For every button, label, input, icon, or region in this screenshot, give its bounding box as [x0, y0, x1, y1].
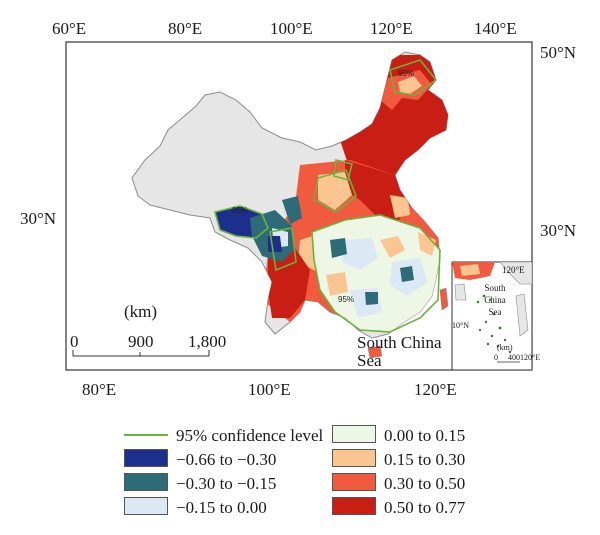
left-lat-tick-30: 30°N — [20, 209, 57, 228]
legend-label: −0.66 to −0.30 — [176, 450, 277, 469]
inset-sea-label: South China Sea — [484, 283, 506, 317]
region-southwest-red — [268, 248, 310, 318]
contour-label-2: 95% — [398, 69, 414, 78]
inset-lon-tick: 120°E — [502, 265, 525, 275]
scale-tick-0: 0 — [70, 332, 79, 351]
legend-label: 0.30 to 0.50 — [384, 474, 466, 493]
inset-lat-tick: 10°N — [452, 321, 469, 330]
region-south-orange-b — [326, 272, 348, 296]
bottom-lon-tick-100: 100°E — [248, 380, 291, 399]
legend-swatch — [332, 497, 376, 515]
top-lon-tick-140: 140°E — [474, 19, 517, 38]
legend-swatch — [332, 473, 376, 491]
region-orange-1 — [318, 172, 352, 210]
region-south-teal-1 — [330, 238, 347, 258]
island-hainan — [367, 345, 383, 359]
legend-swatch — [124, 497, 168, 515]
sea-label: South China Sea — [357, 333, 442, 370]
right-lat-tick-50: 50°N — [540, 43, 577, 62]
bottom-lon-tick-80: 80°E — [82, 380, 117, 399]
inset-unit: (km) — [497, 343, 513, 352]
scale-tick-1800: 1,800 — [188, 332, 227, 351]
contour-label-3: 95% — [338, 295, 354, 304]
scale-bar — [72, 350, 210, 357]
inset-bottom-lon-tick: 120°E — [520, 353, 541, 362]
region-south-teal-2 — [400, 266, 414, 282]
trend-surface — [215, 55, 448, 332]
legend-swatch — [332, 449, 376, 467]
scale-tick-900: 900 — [128, 332, 154, 351]
region-sichuan-teal — [282, 196, 302, 224]
island-taiwan — [439, 287, 449, 311]
region-south-lightblue-1 — [342, 238, 378, 270]
bottom-lon-tick-120: 120°E — [414, 380, 457, 399]
legend-swatch — [332, 425, 376, 443]
legend-label: 0.50 to 0.77 — [384, 498, 466, 517]
legend-label: 0.15 to 0.30 — [384, 450, 466, 469]
region-northeast-orange — [398, 76, 422, 94]
inset-scale-tick-0: 0 — [494, 353, 498, 362]
legend-label: 95% confidence level — [176, 426, 324, 445]
legend-label: −0.15 to 0.00 — [176, 498, 267, 517]
region-south-orange-a — [380, 236, 405, 258]
region-south-teal-3 — [365, 292, 378, 305]
legend-line-swatch — [124, 434, 168, 436]
region-south-orange-c — [418, 232, 436, 256]
contour-label-1: 95% — [232, 206, 248, 215]
legend-label: −0.30 to −0.15 — [176, 474, 277, 493]
top-lon-tick-120: 120°E — [370, 19, 413, 38]
inset-scale-tick-400: 400 — [508, 353, 520, 362]
top-lon-tick-60: 60°E — [52, 19, 87, 38]
top-lon-tick-100: 100°E — [270, 19, 313, 38]
legend-swatch — [124, 473, 168, 491]
legend-swatch — [124, 449, 168, 467]
inset-map — [451, 261, 533, 371]
legend-label: 0.00 to 0.15 — [384, 426, 466, 445]
scale-unit: (km) — [124, 302, 158, 321]
confidence-contours — [214, 59, 441, 333]
right-lat-tick-30: 30°N — [540, 221, 577, 240]
top-lon-tick-80: 80°E — [168, 19, 203, 38]
region-orange-3 — [390, 195, 410, 218]
